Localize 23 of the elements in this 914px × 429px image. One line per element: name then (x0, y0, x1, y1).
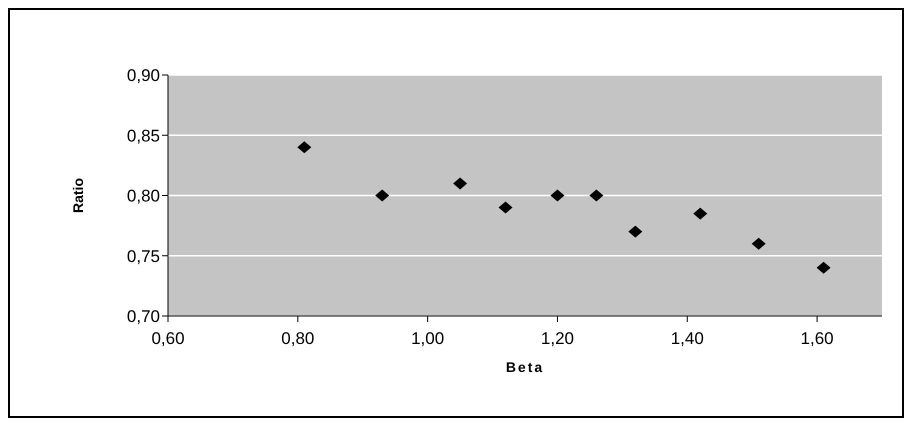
point (816, 262, 831, 274)
x-tick-label: 0,80 (281, 329, 314, 348)
x-tick-label: 1,00 (411, 329, 444, 348)
y-tick-label: 0,75 (126, 246, 160, 266)
x-tick-label: 1,20 (540, 329, 574, 348)
x-tick-label: 1,40 (670, 329, 704, 348)
y-tick-label: 0,70 (126, 307, 160, 326)
point (589, 190, 604, 202)
point (453, 177, 468, 190)
y-tick-label: 0,80 (126, 186, 160, 206)
point (550, 190, 564, 202)
x-tick-label: 1,60 (800, 329, 834, 348)
point (752, 238, 766, 250)
y-tick-label: 0,90 (126, 66, 160, 86)
point (498, 202, 513, 214)
x-axis-title: Beta (506, 359, 544, 375)
y-axis-title: Ratio (70, 178, 86, 213)
point (297, 141, 312, 154)
x-tick-label: 0,60 (151, 329, 185, 348)
point (628, 226, 642, 238)
point (693, 208, 708, 220)
point (375, 190, 390, 202)
y-tick-label: 0,85 (126, 126, 160, 146)
